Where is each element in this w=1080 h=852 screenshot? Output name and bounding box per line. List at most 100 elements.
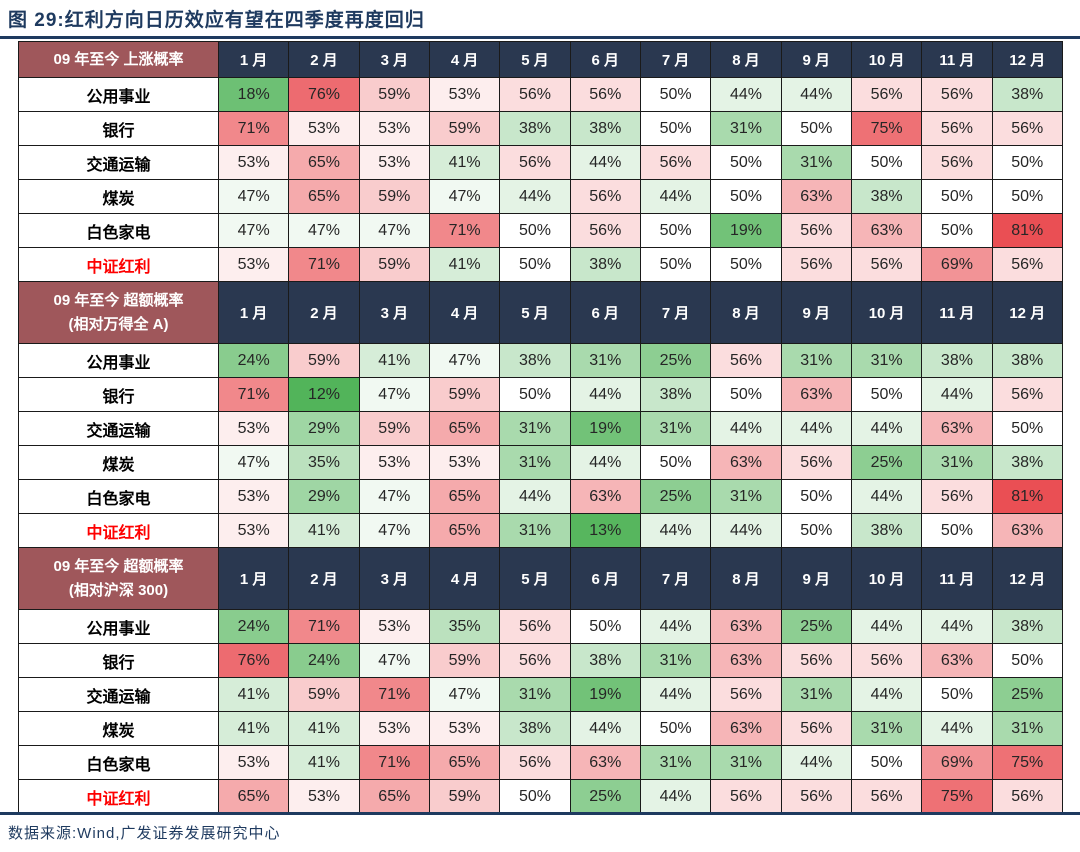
heatmap-cell: 53% (428, 711, 501, 746)
heatmap-cell: 81% (991, 479, 1063, 514)
month-header: 2 月 (288, 281, 360, 344)
heatmap-cell: 81% (991, 213, 1063, 248)
heatmap-cell: 53% (428, 445, 501, 480)
heatmap-cell: 44% (569, 445, 641, 480)
heatmap-cell: 44% (499, 179, 571, 214)
heatmap-cell: 71% (217, 111, 290, 146)
heatmap-cell: 50% (921, 513, 993, 548)
heatmap-cell: 31% (639, 643, 712, 678)
heatmap-cell: 35% (428, 609, 501, 644)
heatmap-cell: 56% (710, 343, 782, 378)
table-row: 白色家电 53% 29% 47% 65% 44% 63% 25% 31% 50% 44% 56% 81% (18, 479, 1063, 514)
heatmap-cell: 44% (921, 377, 993, 412)
heatmap-cell: 50% (991, 643, 1063, 678)
heatmap-cell: 56% (921, 479, 993, 514)
heatmap-cell: 50% (499, 213, 571, 248)
table-row: 煤炭 47% 35% 53% 53% 31% 44% 50% 63% 56% 25% 31% 38% (18, 445, 1063, 480)
month-header: 4 月 (428, 41, 501, 78)
heatmap-cell: 56% (991, 247, 1063, 282)
heatmap-cell: 63% (710, 445, 782, 480)
heatmap-cell: 41% (217, 677, 290, 712)
table-row: 银行 71% 12% 47% 59% 50% 44% 38% 50% 63% 50% 44% 56% (18, 377, 1063, 412)
heatmap-cell: 76% (217, 643, 290, 678)
heatmap-cell: 63% (780, 179, 852, 214)
month-header: 3 月 (358, 281, 430, 344)
heatmap-cell: 50% (991, 145, 1063, 180)
heatmap-cell: 63% (569, 479, 641, 514)
heatmap-cell: 31% (850, 343, 923, 378)
heatmap-cell: 65% (428, 479, 501, 514)
heatmap-cell: 71% (217, 377, 290, 412)
heatmap-cell: 59% (288, 343, 360, 378)
heatmap-cell: 59% (428, 779, 501, 814)
heatmap-cell: 19% (710, 213, 782, 248)
heatmap-cell: 53% (428, 77, 501, 112)
heatmap-cell: 47% (428, 343, 501, 378)
heatmap-cell: 56% (991, 377, 1063, 412)
heatmap-cell: 41% (358, 343, 430, 378)
heatmap-cell: 63% (991, 513, 1063, 548)
heatmap-cell: 53% (217, 247, 290, 282)
heatmap-cell: 63% (710, 643, 782, 678)
month-header: 8 月 (710, 41, 782, 78)
heatmap-cell: 50% (780, 479, 852, 514)
heatmap-cell: 12% (288, 377, 360, 412)
title-divider (0, 36, 1080, 39)
row-label: 煤炭 (18, 445, 219, 480)
heatmap-cell: 41% (428, 145, 501, 180)
table-row: 白色家电 53% 41% 71% 65% 56% 63% 31% 31% 44% 50% 69% 75% (18, 745, 1063, 780)
heatmap-cell: 56% (499, 77, 571, 112)
row-label: 银行 (18, 377, 219, 412)
heatmap-cell: 47% (428, 179, 501, 214)
heatmap-cell: 38% (991, 343, 1063, 378)
heatmap-cell: 50% (780, 111, 852, 146)
month-header: 3 月 (358, 41, 430, 78)
month-header: 6 月 (569, 547, 641, 610)
heatmap-cell: 44% (569, 711, 641, 746)
month-header: 4 月 (428, 547, 501, 610)
month-header: 7 月 (639, 547, 712, 610)
heatmap-cell: 65% (217, 779, 290, 814)
section-label: 09 年至今 上涨概率 (18, 41, 219, 78)
heatmap-cell: 63% (710, 711, 782, 746)
heatmap-cell: 44% (639, 609, 712, 644)
heatmap-cell: 47% (217, 213, 290, 248)
table-row: 煤炭 47% 65% 59% 47% 44% 56% 44% 50% 63% 38% 50% 50% (18, 179, 1063, 214)
heatmap-cell: 56% (499, 145, 571, 180)
heatmap-cell: 31% (780, 145, 852, 180)
table-row: 中证红利 65% 53% 65% 59% 50% 25% 44% 56% 56% 56% 75% 56% (18, 779, 1063, 814)
heatmap-cell: 53% (288, 779, 360, 814)
data-source: 数据来源:Wind,广发证券发展研究中心 (8, 825, 281, 842)
heatmap-cell: 56% (499, 609, 571, 644)
heatmap-cell: 31% (499, 411, 571, 446)
heatmap-cell: 63% (921, 643, 993, 678)
month-header: 2 月 (288, 41, 360, 78)
heatmap-cell: 31% (499, 677, 571, 712)
table-bottom-divider (0, 812, 1080, 815)
month-header: 10 月 (850, 41, 923, 78)
heatmap-cell: 24% (288, 643, 360, 678)
row-label: 煤炭 (18, 179, 219, 214)
heatmap-cell: 56% (569, 77, 641, 112)
heatmap-cell: 31% (639, 411, 712, 446)
table-row: 中证红利 53% 41% 47% 65% 31% 13% 44% 44% 50% 38% 50% 63% (18, 513, 1063, 548)
heatmap-cell: 50% (921, 677, 993, 712)
row-label: 银行 (18, 643, 219, 678)
month-header: 5 月 (499, 41, 571, 78)
heatmap-cell: 50% (710, 145, 782, 180)
month-header: 5 月 (499, 547, 571, 610)
heatmap-cell: 41% (288, 745, 360, 780)
row-label: 中证红利 (18, 513, 219, 548)
heatmap-cell: 56% (850, 643, 923, 678)
heatmap-cell: 25% (850, 445, 923, 480)
heatmap-cell: 31% (850, 711, 923, 746)
heatmap-cell: 50% (639, 711, 712, 746)
heatmap-cell: 50% (850, 745, 923, 780)
heatmap-cell: 65% (428, 411, 501, 446)
heatmap-cell: 56% (780, 445, 852, 480)
heatmap-cell: 53% (358, 111, 430, 146)
heatmap-cell: 47% (288, 213, 360, 248)
heatmap-cell: 47% (358, 513, 430, 548)
row-label: 交通运输 (18, 677, 219, 712)
row-label: 公用事业 (18, 343, 219, 378)
